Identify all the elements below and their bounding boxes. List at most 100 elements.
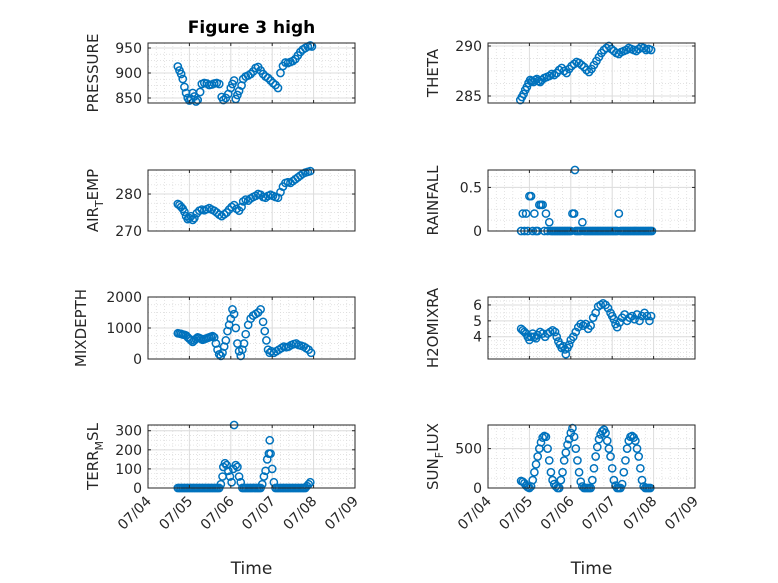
- data-point: [262, 336, 271, 345]
- y-tick-label: 900: [115, 66, 142, 82]
- data-point: [630, 314, 639, 324]
- data-point: [227, 477, 236, 487]
- data-point: [581, 319, 591, 329]
- data-point: [646, 311, 656, 321]
- data-point: [564, 340, 574, 350]
- y-tick-label: 500: [455, 442, 482, 458]
- panel-air_temp: 270 280 AIRTEMP: [84, 166, 356, 240]
- data-point: [256, 305, 265, 314]
- y-axis-label: MIXDEPTH: [72, 289, 90, 367]
- data-point: [533, 452, 543, 461]
- data-point: [220, 458, 230, 468]
- x-tick-label: 07/04: [455, 493, 495, 533]
- data-point: [531, 460, 541, 469]
- data-point: [518, 209, 528, 218]
- data-point: [631, 436, 640, 446]
- data-point: [231, 323, 241, 333]
- data-point: [546, 467, 556, 477]
- panel-h2omixra: 456 H2OMIXRA: [424, 287, 696, 368]
- data-point: [234, 472, 244, 481]
- plot-area: [148, 425, 355, 488]
- data-point: [594, 434, 604, 444]
- panel-pressure: 850 900 950 PRESSURE Figure 3 high: [84, 18, 356, 113]
- y-axis-label: AIRTEMP: [84, 169, 106, 232]
- data-point: [231, 460, 241, 470]
- data-point: [266, 449, 275, 458]
- data-point: [173, 62, 183, 71]
- data-point: [178, 74, 188, 84]
- data-point: [604, 444, 614, 453]
- data-point: [544, 217, 554, 227]
- axes-box: [147, 424, 356, 489]
- y-tick-label: 850: [115, 91, 142, 107]
- data-point: [273, 83, 283, 93]
- y-tick-label: 0.5: [460, 180, 482, 196]
- data-point: [592, 442, 602, 452]
- data-point: [636, 463, 645, 473]
- y-tick-label: 2000: [106, 290, 142, 306]
- data-point: [246, 69, 256, 79]
- y-axis-label: PRESSURE: [84, 34, 102, 113]
- x-tick-label: 07/08: [281, 494, 321, 534]
- data-point: [606, 452, 615, 461]
- x-tick-label: 07/05: [156, 494, 196, 534]
- data-point: [233, 90, 242, 100]
- data-point: [221, 336, 231, 345]
- y-tick-label: 0: [133, 352, 142, 368]
- data-point: [591, 452, 600, 461]
- data-point: [602, 43, 611, 53]
- data-point: [222, 460, 232, 470]
- data-point: [239, 339, 249, 348]
- data-point: [233, 462, 242, 472]
- data-point: [288, 56, 298, 66]
- data-point: [544, 456, 554, 465]
- data-point: [180, 82, 189, 92]
- data-point: [569, 432, 579, 442]
- data-point: [263, 73, 273, 83]
- data-point: [619, 467, 629, 477]
- data-point: [260, 326, 270, 336]
- y-tick-label: 4: [473, 330, 482, 346]
- panel-sun_flux: 0 500 SUNFLUX 07/04 07/05 07/06 07/07 07/08 07/0…: [424, 423, 702, 579]
- data-point: [259, 472, 269, 481]
- data-point: [188, 215, 198, 225]
- data-point: [621, 456, 630, 465]
- data-point: [228, 305, 237, 314]
- data-point: [552, 332, 562, 342]
- data-point: [588, 313, 598, 323]
- axes-box: [487, 296, 696, 360]
- x-axis-label: Time: [570, 559, 613, 579]
- data-point: [543, 444, 552, 453]
- data-point: [180, 207, 189, 217]
- data-point: [229, 309, 239, 319]
- data-point: [223, 466, 233, 476]
- y-tick-label: 0: [133, 481, 142, 497]
- data-point: [559, 66, 569, 76]
- data-point: [609, 475, 619, 485]
- data-point: [258, 317, 268, 327]
- data-point: [191, 97, 201, 106]
- data-point: [541, 209, 551, 218]
- x-tick-label: 07/07: [239, 494, 279, 534]
- data-point: [306, 348, 316, 358]
- data-point: [522, 82, 532, 92]
- data-point: [632, 444, 642, 453]
- data-point: [530, 467, 539, 477]
- data-point: [538, 200, 547, 210]
- data-point: [530, 209, 539, 218]
- y-tick-label: 0: [473, 481, 482, 497]
- data-point: [195, 87, 205, 97]
- data-point: [645, 316, 654, 326]
- data-point: [305, 477, 315, 487]
- data-point: [229, 76, 239, 85]
- y-tick-label: 285: [455, 89, 482, 105]
- data-point: [225, 472, 235, 481]
- data-point: [646, 45, 656, 55]
- data-point: [607, 463, 617, 473]
- data-point: [265, 435, 275, 445]
- data-point: [226, 83, 236, 93]
- data-point: [602, 436, 612, 446]
- data-point: [214, 79, 224, 89]
